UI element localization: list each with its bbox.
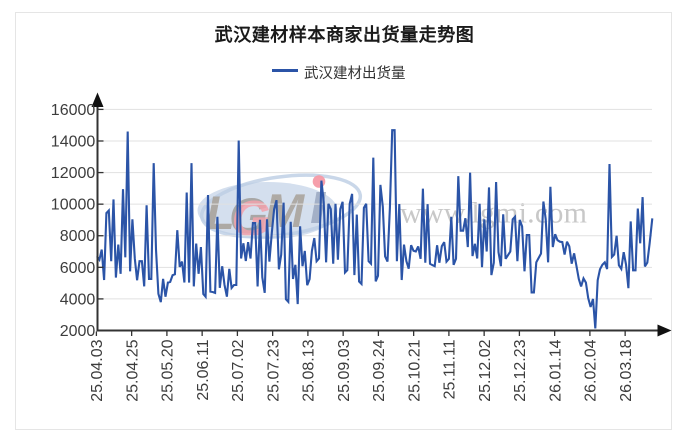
svg-text:25.08.13: 25.08.13: [301, 339, 318, 401]
svg-text:16000: 16000: [51, 102, 96, 119]
svg-text:8000: 8000: [60, 228, 96, 245]
svg-text:6000: 6000: [60, 260, 96, 277]
svg-text:25.12.02: 25.12.02: [477, 339, 494, 401]
svg-text:2000: 2000: [60, 323, 96, 340]
svg-text:25.09.24: 25.09.24: [371, 339, 388, 401]
svg-text:25.07.02: 25.07.02: [230, 339, 247, 401]
svg-text:L: L: [206, 186, 235, 239]
svg-text:4000: 4000: [60, 291, 96, 308]
svg-text:25.09.03: 25.09.03: [336, 339, 353, 401]
svg-text:25.07.23: 25.07.23: [265, 339, 282, 401]
svg-text:25.05.20: 25.05.20: [160, 339, 177, 401]
svg-text:26.02.04: 26.02.04: [583, 339, 600, 401]
svg-text:25.04.03: 25.04.03: [89, 339, 106, 401]
svg-text:14000: 14000: [51, 133, 96, 150]
svg-text:25.04.25: 25.04.25: [124, 339, 141, 401]
svg-text:12000: 12000: [51, 165, 96, 182]
svg-text:26.01.14: 26.01.14: [547, 339, 564, 401]
svg-text:25.06.11: 25.06.11: [195, 339, 212, 400]
svg-text:25.11.11: 25.11.11: [442, 339, 459, 399]
svg-text:10000: 10000: [51, 197, 96, 214]
svg-text:26.03.18: 26.03.18: [618, 339, 635, 401]
svg-text:www.lgmi.com: www.lgmi.com: [400, 197, 587, 230]
svg-text:25.12.23: 25.12.23: [512, 339, 529, 401]
svg-text:25.10.21: 25.10.21: [406, 339, 423, 401]
